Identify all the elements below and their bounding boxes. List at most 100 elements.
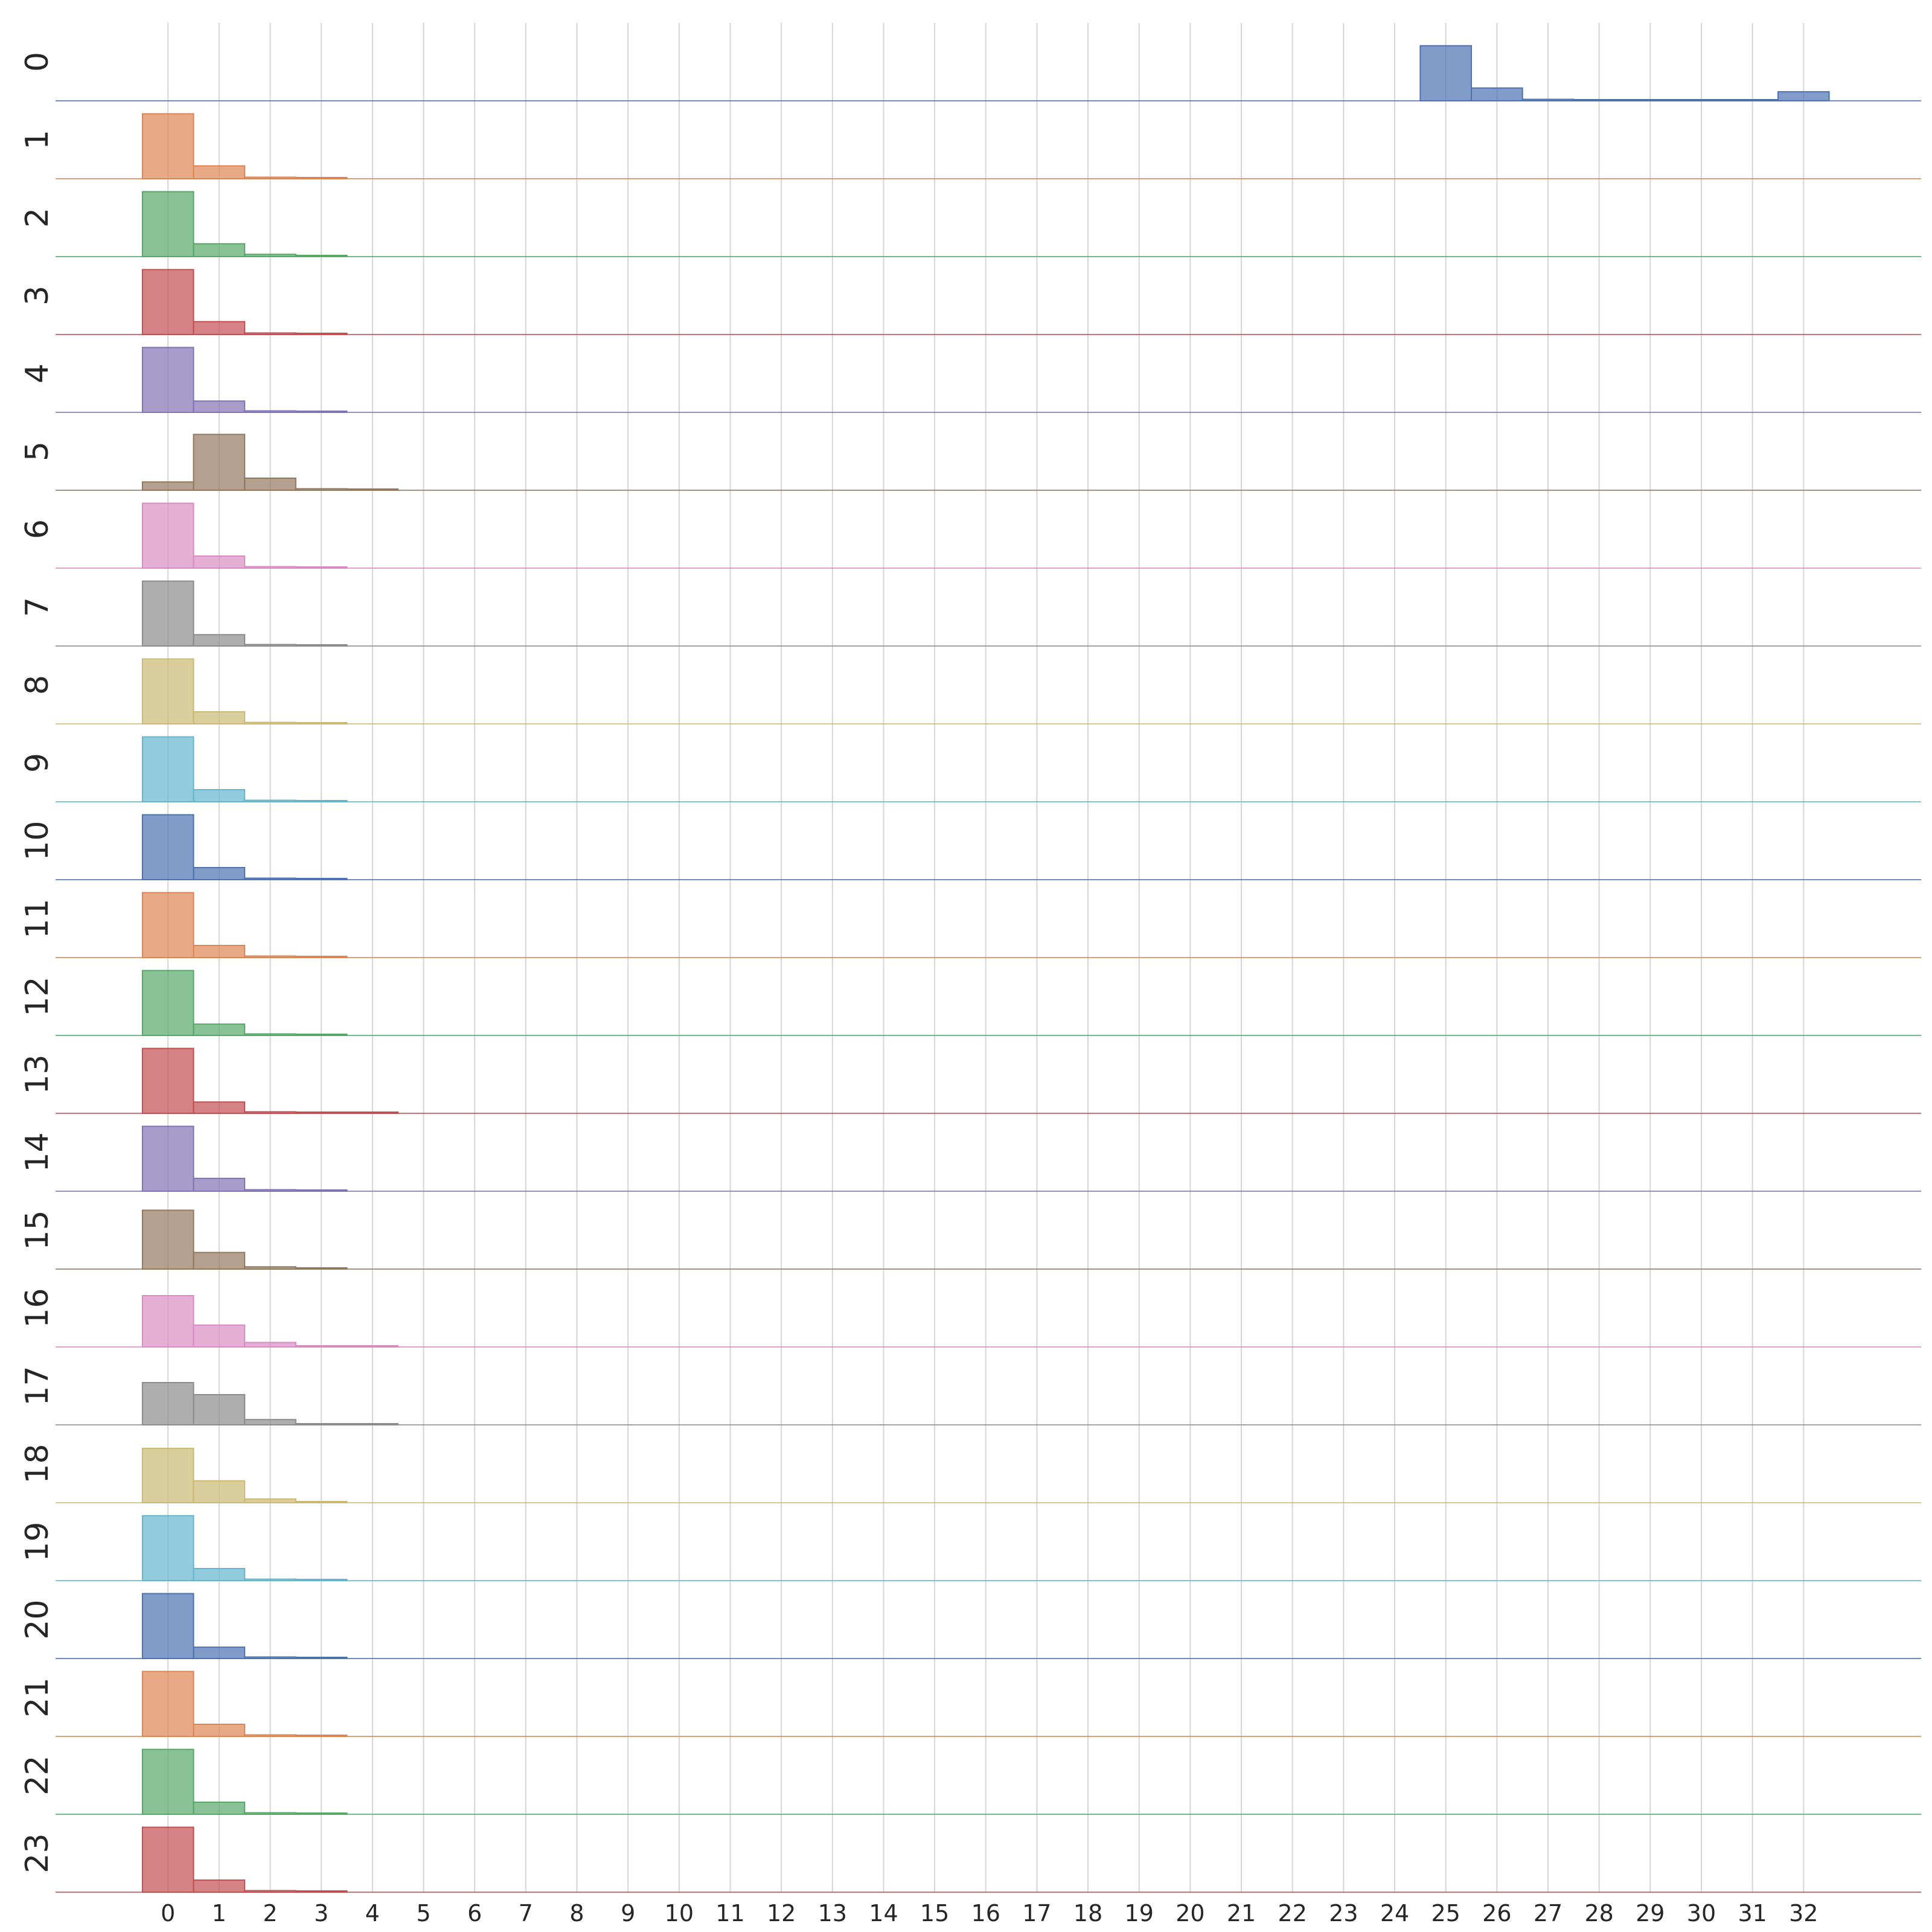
row-label: 3 (19, 286, 56, 305)
histogram-bar (193, 243, 246, 257)
histogram-row-19: 19 (19, 1515, 1921, 1581)
histogram-bar (193, 1394, 246, 1425)
x-tick-label: 29 (1636, 1900, 1665, 1927)
row-label: 0 (19, 52, 56, 72)
x-tick-label: 25 (1431, 1900, 1460, 1927)
histogram-bar (193, 400, 246, 413)
x-tick-label: 26 (1482, 1900, 1511, 1927)
histogram-bar (244, 478, 296, 491)
row-label: 1 (19, 130, 56, 150)
histogram-bar (141, 814, 194, 880)
histogram-row-8: 8 (19, 658, 1921, 724)
row-label: 14 (19, 1132, 56, 1172)
histogram-row-13: 13 (19, 1048, 1921, 1114)
histogram-row-0: 0 (19, 45, 1921, 101)
histogram-bar (141, 113, 194, 179)
row-label: 23 (19, 1833, 56, 1873)
histogram-row-5: 5 (19, 433, 1921, 491)
histogram-bar (141, 1826, 194, 1893)
histogram-bar (193, 789, 246, 802)
x-tick-label: 15 (920, 1900, 949, 1927)
histogram-row-12: 12 (19, 970, 1921, 1036)
row-label: 2 (19, 208, 56, 228)
row-label: 11 (19, 898, 56, 938)
histogram-bar (141, 1593, 194, 1659)
row-label: 19 (19, 1521, 56, 1561)
histogram-row-10: 10 (19, 814, 1921, 880)
x-tick-label: 6 (467, 1900, 482, 1927)
x-tick-label: 0 (161, 1900, 175, 1927)
histogram-bar (1777, 91, 1830, 101)
row-label: 8 (19, 675, 56, 695)
histogram-bar (1419, 45, 1473, 101)
histogram-bar (193, 1879, 246, 1893)
histogram-bar (141, 347, 194, 413)
row-label: 13 (19, 1054, 56, 1094)
histogram-bar (1471, 87, 1523, 101)
histogram-row-4: 4 (19, 347, 1921, 413)
histogram-bar (193, 1646, 246, 1659)
histogram-bar (193, 321, 246, 335)
x-tick-label: 3 (314, 1900, 328, 1927)
x-tick-label: 30 (1687, 1900, 1716, 1927)
histogram-bar (193, 1252, 246, 1270)
histogram-bar (193, 1724, 246, 1737)
x-tick-label: 4 (365, 1900, 380, 1927)
histogram-row-3: 3 (19, 269, 1921, 335)
x-tick-label: 24 (1380, 1900, 1409, 1927)
histogram-bar (141, 1671, 194, 1737)
histogram-row-18: 18 (19, 1444, 1921, 1503)
histogram-bar (193, 1023, 246, 1036)
x-tick-label: 9 (621, 1900, 635, 1927)
x-tick-label: 22 (1278, 1900, 1307, 1927)
histogram-row-1: 1 (19, 113, 1921, 179)
x-tick-label: 7 (519, 1900, 533, 1927)
histogram-row-20: 20 (19, 1593, 1921, 1659)
row-label: 15 (19, 1210, 56, 1250)
x-tick-label: 5 (416, 1900, 430, 1927)
x-tick-label: 28 (1584, 1900, 1613, 1927)
histogram-row-21: 21 (19, 1671, 1921, 1737)
histogram-bar (141, 1048, 194, 1114)
histogram-bar (141, 892, 194, 958)
histogram-bar (141, 191, 194, 257)
histogram-bar (193, 1480, 246, 1503)
x-tick-label: 17 (1022, 1900, 1051, 1927)
x-tick-label: 11 (715, 1900, 744, 1927)
histogram-bar (141, 502, 194, 569)
histogram-row-17: 17 (19, 1366, 1921, 1425)
histogram-bar (193, 634, 246, 647)
histogram-bar (141, 736, 194, 802)
histogram-bar (193, 945, 246, 958)
histogram-bar (141, 1295, 194, 1348)
histogram-row-23: 23 (19, 1826, 1921, 1893)
x-tick-label: 19 (1125, 1900, 1154, 1927)
x-tick-label: 10 (665, 1900, 694, 1927)
histogram-row-11: 11 (19, 892, 1921, 958)
histogram-bar (141, 1515, 194, 1581)
histogram-bar (193, 867, 246, 880)
x-tick-label: 16 (971, 1900, 1000, 1927)
row-label: 9 (19, 753, 56, 773)
x-tick-label: 32 (1789, 1900, 1818, 1927)
x-axis-tick-labels: 0 1 2 3 4 5 6 7 8 9 10 11 12 13 14 15 16 17 18 19 20 21 22 23 24… (161, 1900, 1818, 1927)
x-tick-label: 27 (1534, 1900, 1563, 1927)
histogram-bar (141, 481, 194, 491)
histogram-bar (193, 433, 246, 491)
histogram-bar (193, 1568, 246, 1581)
row-label: 7 (19, 597, 56, 617)
row-label: 17 (19, 1366, 56, 1406)
histogram-row-22: 22 (19, 1748, 1921, 1815)
x-tick-label: 21 (1227, 1900, 1256, 1927)
histogram-bar (193, 711, 246, 724)
row-label: 6 (19, 519, 56, 539)
histogram-bar (141, 970, 194, 1036)
histogram-row-15: 15 (19, 1209, 1921, 1270)
histogram-row-2: 2 (19, 191, 1921, 257)
histogram-bar (141, 269, 194, 335)
histogram-bar (193, 555, 246, 569)
x-tick-label: 20 (1176, 1900, 1204, 1927)
histogram-bar (193, 1802, 246, 1815)
